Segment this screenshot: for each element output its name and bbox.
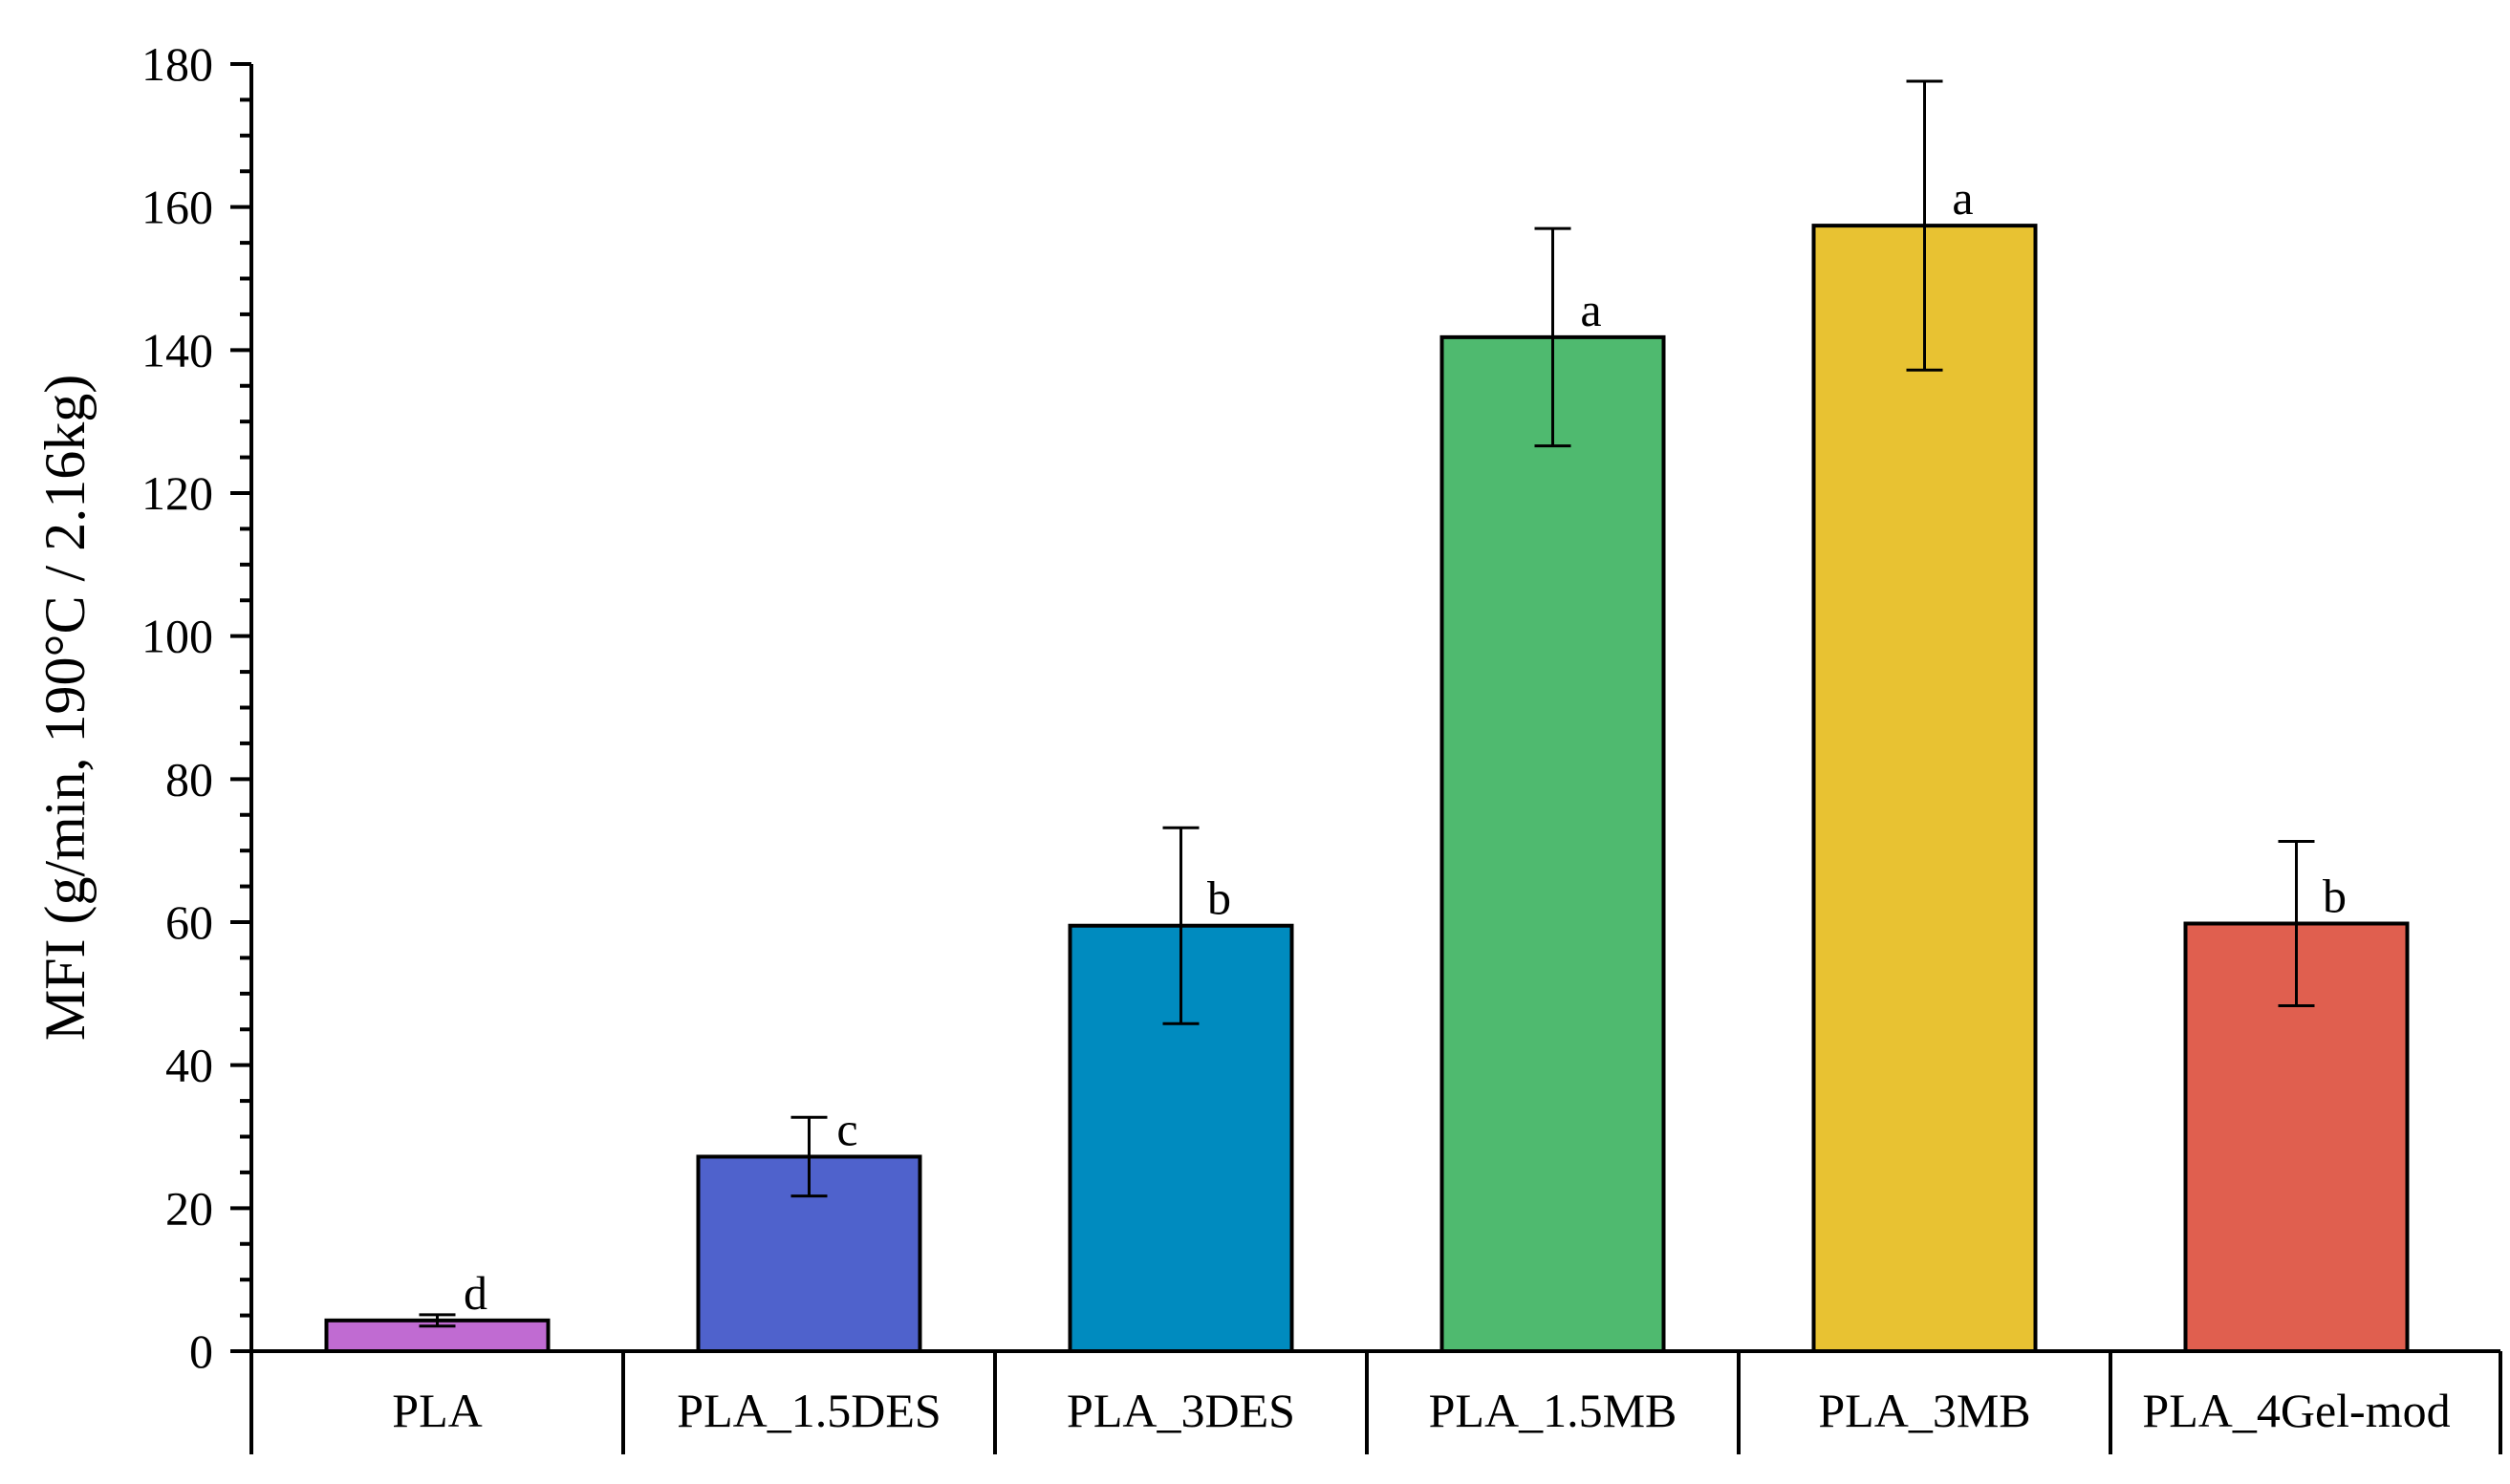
significance-letter-PLA_3MB: a bbox=[1952, 171, 1973, 225]
category-label-PLA_3MB: PLA_3MB bbox=[1818, 1384, 2030, 1437]
y-tick-label: 20 bbox=[165, 1181, 213, 1235]
category-label-PLA_1.5MB: PLA_1.5MB bbox=[1429, 1384, 1677, 1437]
bar-PLA_1.5MB bbox=[1439, 334, 1666, 1354]
y-tick-label: 40 bbox=[165, 1039, 213, 1092]
category-labels-group: PLA PLA_1.5DES PLA_3DES PLA_1.5MB PLA_3MB PLA… bbox=[392, 1384, 2450, 1437]
y-tick-label: 60 bbox=[165, 895, 213, 949]
category-label-PLA_4Gel-mod: PLA_4Gel-mod bbox=[2142, 1384, 2450, 1437]
y-tick-label: 80 bbox=[165, 752, 213, 806]
significance-letter-PLA_1.5MB: a bbox=[1580, 283, 1601, 336]
bar-PLA_3MB bbox=[1811, 224, 2038, 1354]
y-tick-label: 140 bbox=[141, 323, 213, 376]
category-label-PLA: PLA bbox=[392, 1384, 482, 1437]
significance-letter-PLA_1.5DES: c bbox=[836, 1102, 857, 1155]
y-tick-label: 0 bbox=[189, 1324, 213, 1378]
bars-group bbox=[324, 224, 2410, 1354]
category-label-PLA_3DES: PLA_3DES bbox=[1067, 1384, 1295, 1437]
y-axis-ticks: 0 20 40 60 80 100 120 140 160 180 bbox=[141, 37, 251, 1378]
y-tick-label: 100 bbox=[141, 610, 213, 663]
significance-letter-PLA_4Gel-mod: b bbox=[2323, 869, 2347, 922]
error-bars-group bbox=[419, 79, 2315, 1328]
significance-letter-PLA: d bbox=[464, 1266, 487, 1320]
category-label-PLA_1.5DES: PLA_1.5DES bbox=[677, 1384, 941, 1437]
significance-letter-PLA_3DES: b bbox=[1207, 871, 1231, 925]
y-tick-label: 120 bbox=[141, 466, 213, 520]
y-tick-label: 180 bbox=[141, 37, 213, 91]
y-tick-label: 160 bbox=[141, 181, 213, 234]
significance-letters-group: d c b a a b bbox=[464, 171, 2347, 1320]
axes-group bbox=[249, 64, 2502, 1454]
y-axis-label: MFI (g/min, 190°C / 2.16kg) bbox=[33, 375, 97, 1041]
